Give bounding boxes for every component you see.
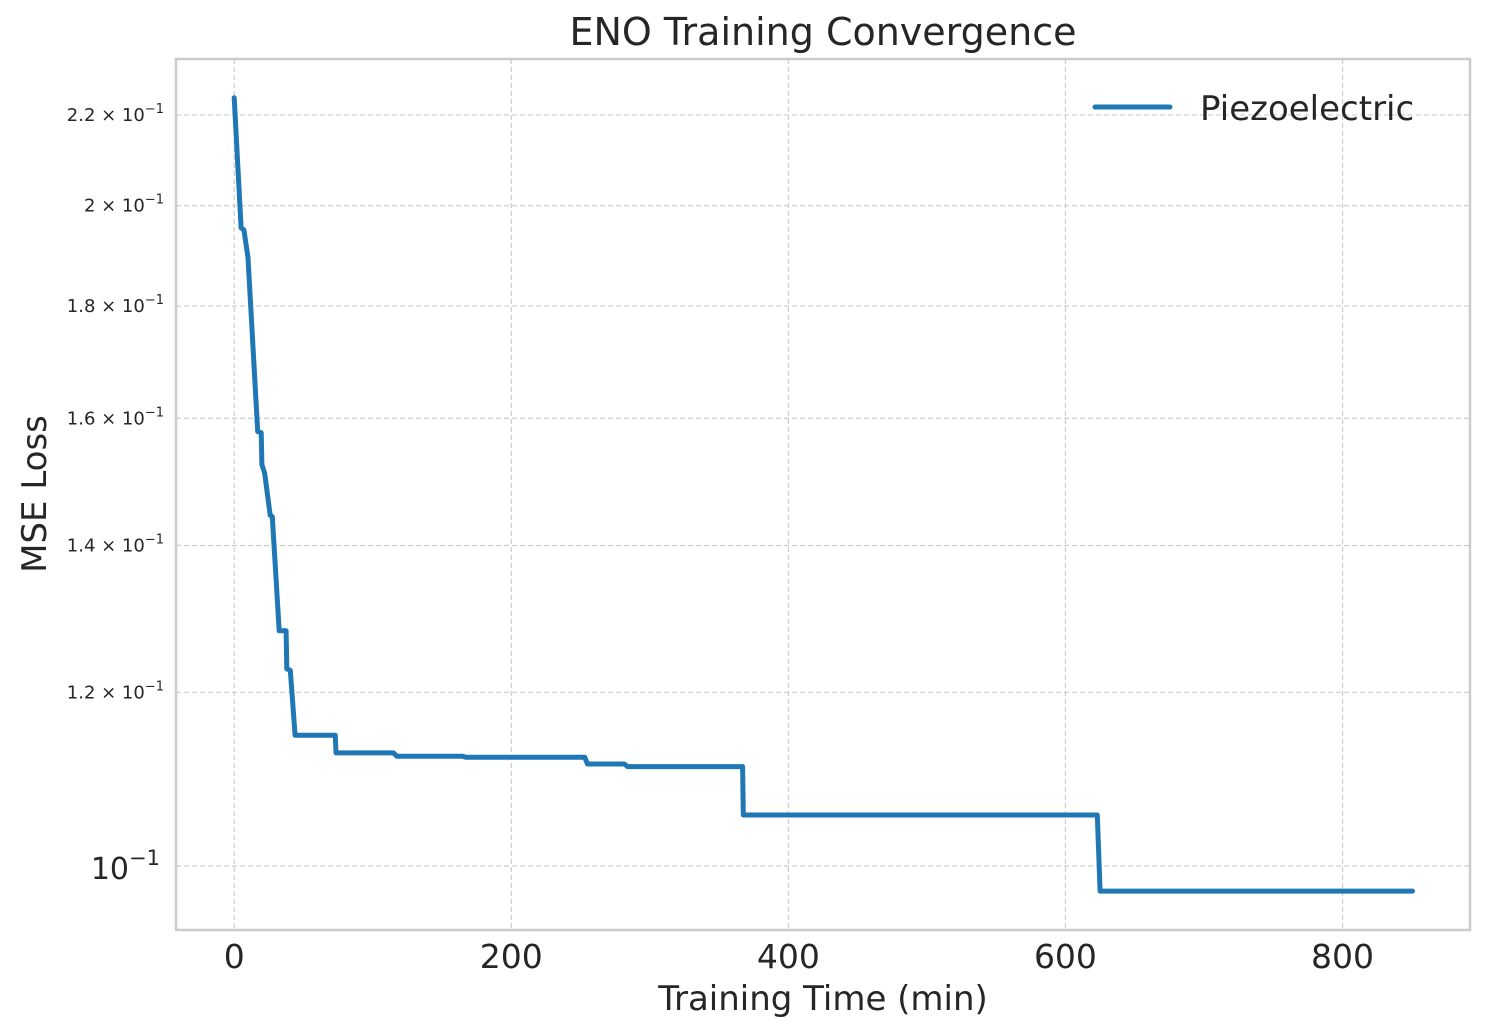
y-tick-label: 2 × 10−1 [84,193,164,217]
y-axis-label: MSE Loss [15,415,55,573]
legend: Piezoelectric [1092,89,1414,129]
x-tick-label: 800 [1311,937,1374,976]
x-axis-ticks: 0 200 400 600 800 [224,937,1374,976]
chart-title: ENO Training Convergence [570,10,1077,54]
x-tick-label: 0 [224,937,245,976]
x-tick-label: 400 [757,937,820,976]
y-tick-label: 1.2 × 10−1 [67,679,164,703]
series-line-piezoelectric [231,95,1415,894]
x-axis-label: Training Time (min) [657,979,988,1019]
y-axis-ticks: 10−1 1.2 × 10−1 1.4 × 10−1 1.6 × 10−1 1.8 × … [67,102,164,887]
y-tick-label: 1.4 × 10−1 [67,532,164,556]
plot-area [174,57,1472,932]
y-tick-label: 1.6 × 10−1 [67,405,164,429]
legend-label: Piezoelectric [1200,89,1414,129]
y-tick-label: 10−1 [91,846,160,887]
grid-lines [176,59,1470,930]
x-tick-label: 600 [1034,937,1097,976]
y-tick-label: 1.8 × 10−1 [67,293,164,317]
y-tick-label: 2.2 × 10−1 [67,102,164,126]
x-tick-label: 200 [480,937,543,976]
